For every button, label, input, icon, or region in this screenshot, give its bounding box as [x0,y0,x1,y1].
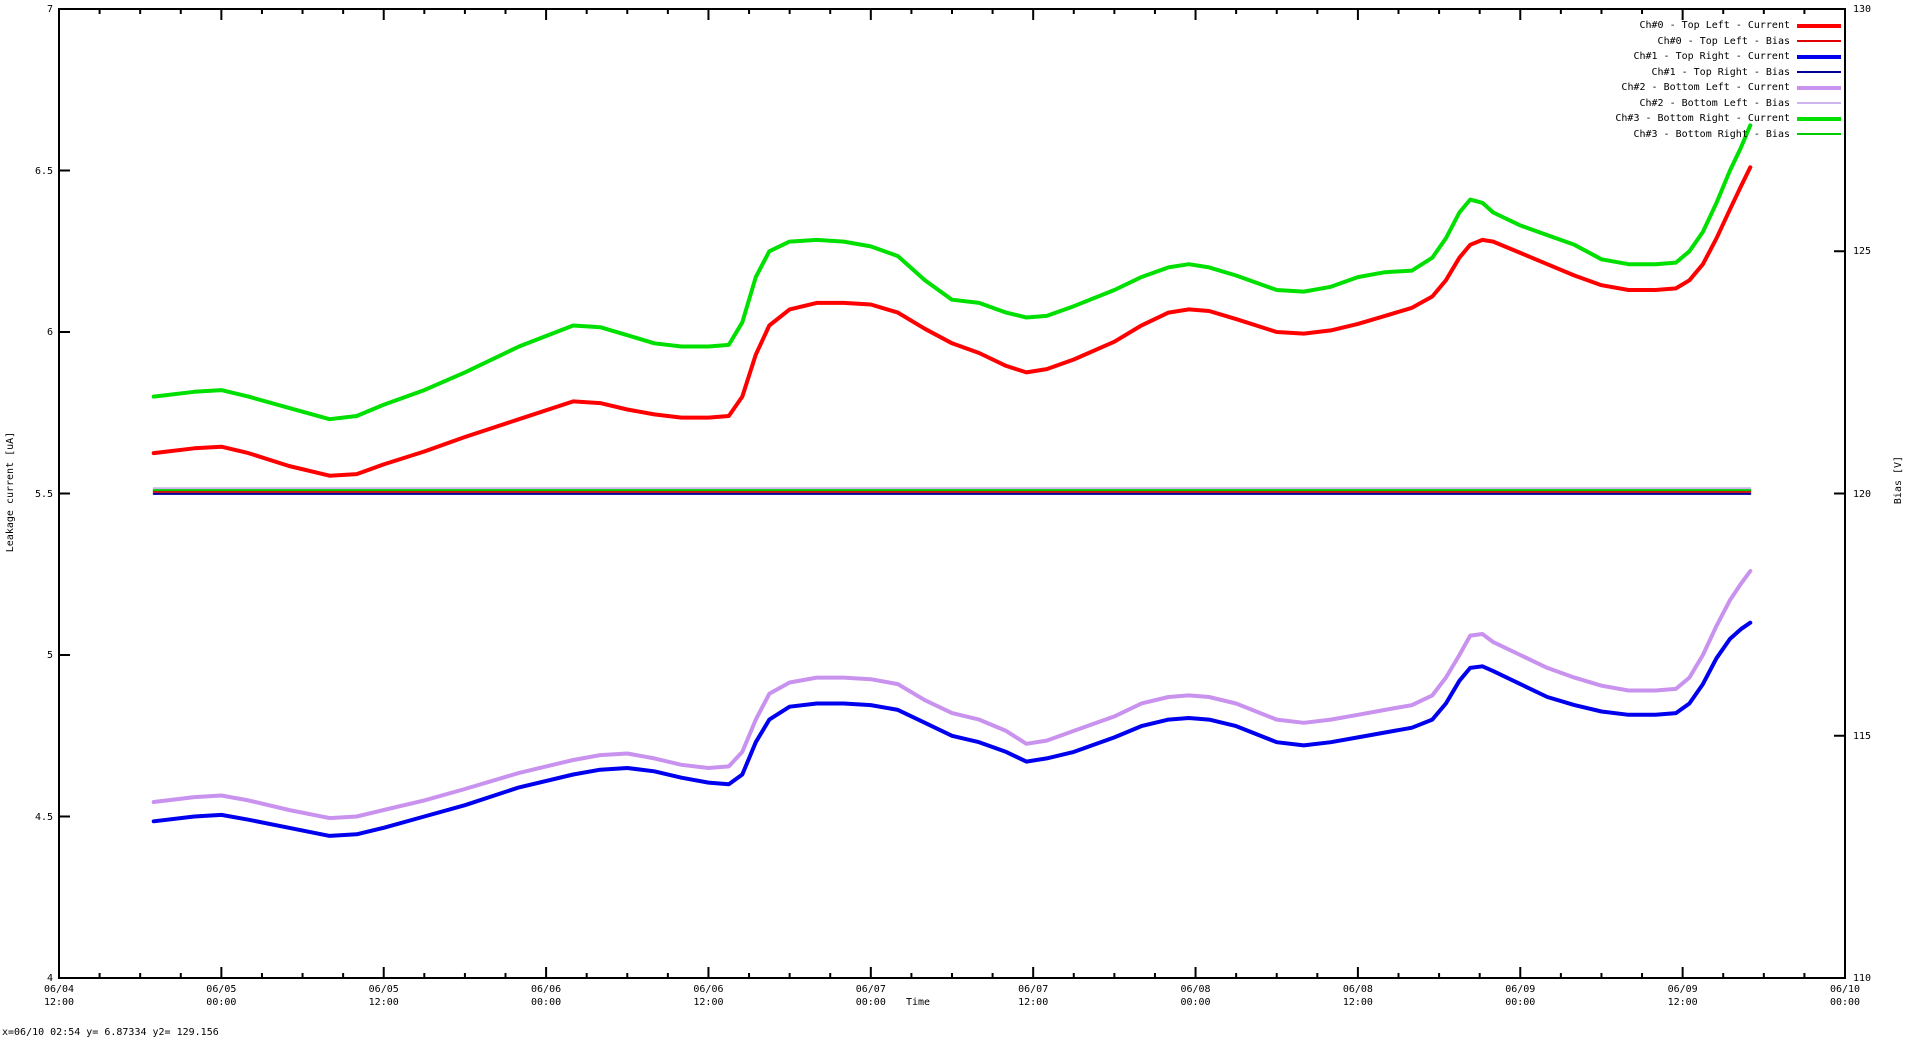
x-tick-date: 06/08 [1342,984,1373,995]
x-tick-date: 06/06 [693,984,724,995]
x-tick-time: 00:00 [1829,997,1861,1008]
x-tick-label: 06/04 12:00 [24,983,94,1009]
x-tick-time: 00:00 [206,997,237,1008]
legend-label: Ch#3 - Bottom Right - Current [1615,113,1790,125]
legend: Ch#0 - Top Left - Current Ch#0 - Top Left… [1615,18,1841,142]
series-ch-3-bottom-right-current [151,123,1753,422]
series-ch-0-top-left-current [151,165,1753,478]
x-tick-date: 06/04 [43,984,75,995]
y-tick-label: 7 [46,4,53,15]
x-tick-date: 06/10 [1829,984,1861,995]
x-tick-time: 12:00 [368,997,399,1008]
x-tick-time: 12:00 [1342,997,1373,1008]
x-tick-label: 06/09 12:00 [1648,983,1718,1009]
legend-item: Ch#1 - Top Right - Bias [1615,65,1841,81]
y-tick-label: 6 [46,327,53,338]
x-tick-label: 06/09 00:00 [1485,983,1555,1009]
legend-line-sample [1797,40,1841,43]
y-tick-label: 4 [46,973,53,984]
y-tick-label: 4.5 [34,811,53,823]
x-axis-title: Time [905,997,931,1008]
legend-label: Ch#0 - Top Left - Bias [1657,35,1790,47]
x-tick-date: 06/09 [1505,984,1536,995]
legend-line-sample [1797,102,1841,105]
x-tick-label: 06/07 00:00 [836,983,906,1009]
y2-tick-label: 125 [1853,246,1872,258]
legend-line-sample [1797,133,1841,136]
legend-line-sample [1797,116,1841,121]
legend-label: Ch#2 - Bottom Left - Current [1621,82,1790,94]
status-readout: x=06/10 02:54 y= 6.87334 y2= 129.156 [2,1027,219,1038]
y2-tick-label: 115 [1853,730,1872,742]
legend-item: Ch#0 - Top Left - Current [1615,18,1841,34]
legend-label: Ch#2 - Bottom Left - Bias [1639,97,1790,109]
x-tick-label: 06/07 12:00 [998,983,1068,1009]
x-tick-label: 06/08 12:00 [1323,983,1393,1009]
x-tick-date: 06/06 [531,984,562,995]
x-tick-time: 00:00 [855,997,886,1008]
legend-label: Ch#1 - Top Right - Bias [1651,66,1790,78]
x-tick-label: 06/08 00:00 [1161,983,1231,1009]
x-tick-time: 00:00 [531,997,562,1008]
legend-item: Ch#2 - Bottom Left - Current [1615,80,1841,96]
series-ch-2-bottom-left-current [151,569,1753,821]
x-tick-date: 06/09 [1667,984,1698,995]
y-tick-label: 5.5 [34,488,53,500]
x-tick-date: 06/08 [1180,984,1211,995]
y2-tick-label: 110 [1853,973,1872,984]
series-ch-1-top-right-current [151,620,1753,838]
legend-item: Ch#0 - Top Left - Bias [1615,34,1841,50]
legend-item: Ch#3 - Bottom Right - Bias [1615,127,1841,143]
x-tick-date: 06/07 [1018,984,1049,995]
x-tick-time: 12:00 [43,997,75,1008]
legend-line-sample [1797,85,1841,90]
legend-label: Ch#0 - Top Left - Current [1639,20,1790,32]
y2-axis-title: Bias [V] [1893,455,1904,505]
x-tick-date: 06/05 [368,984,399,995]
x-tick-date: 06/05 [206,984,237,995]
x-tick-date: 06/07 [855,984,886,995]
legend-label: Ch#3 - Bottom Right - Bias [1633,128,1790,140]
legend-item: Ch#1 - Top Right - Current [1615,49,1841,65]
x-tick-label: 06/05 12:00 [349,983,419,1009]
y-axis-title: Leakage current [uA] [5,431,16,553]
x-tick-time: 12:00 [693,997,724,1008]
x-tick-label: 06/05 00:00 [186,983,256,1009]
x-tick-time: 00:00 [1180,997,1211,1008]
y2-tick-label: 130 [1853,4,1872,15]
y-tick-label: 5 [46,650,53,661]
legend-item: Ch#2 - Bottom Left - Bias [1615,96,1841,112]
legend-label: Ch#1 - Top Right - Current [1633,51,1790,63]
x-tick-time: 12:00 [1018,997,1049,1008]
x-tick-label: 06/06 00:00 [511,983,581,1009]
legend-item: Ch#3 - Bottom Right - Current [1615,111,1841,127]
legend-line-sample [1797,71,1841,74]
x-tick-time: 12:00 [1667,997,1698,1008]
legend-line-sample [1797,54,1841,59]
legend-line-sample [1797,23,1841,28]
x-tick-label: 06/10 00:00 [1810,983,1880,1009]
y2-tick-label: 120 [1853,488,1872,500]
y-tick-label: 6.5 [34,165,53,177]
x-tick-label: 06/06 12:00 [673,983,743,1009]
x-tick-time: 00:00 [1505,997,1536,1008]
